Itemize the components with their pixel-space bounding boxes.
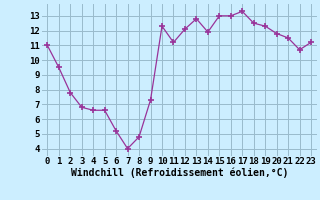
X-axis label: Windchill (Refroidissement éolien,°C): Windchill (Refroidissement éolien,°C) [70, 168, 288, 178]
